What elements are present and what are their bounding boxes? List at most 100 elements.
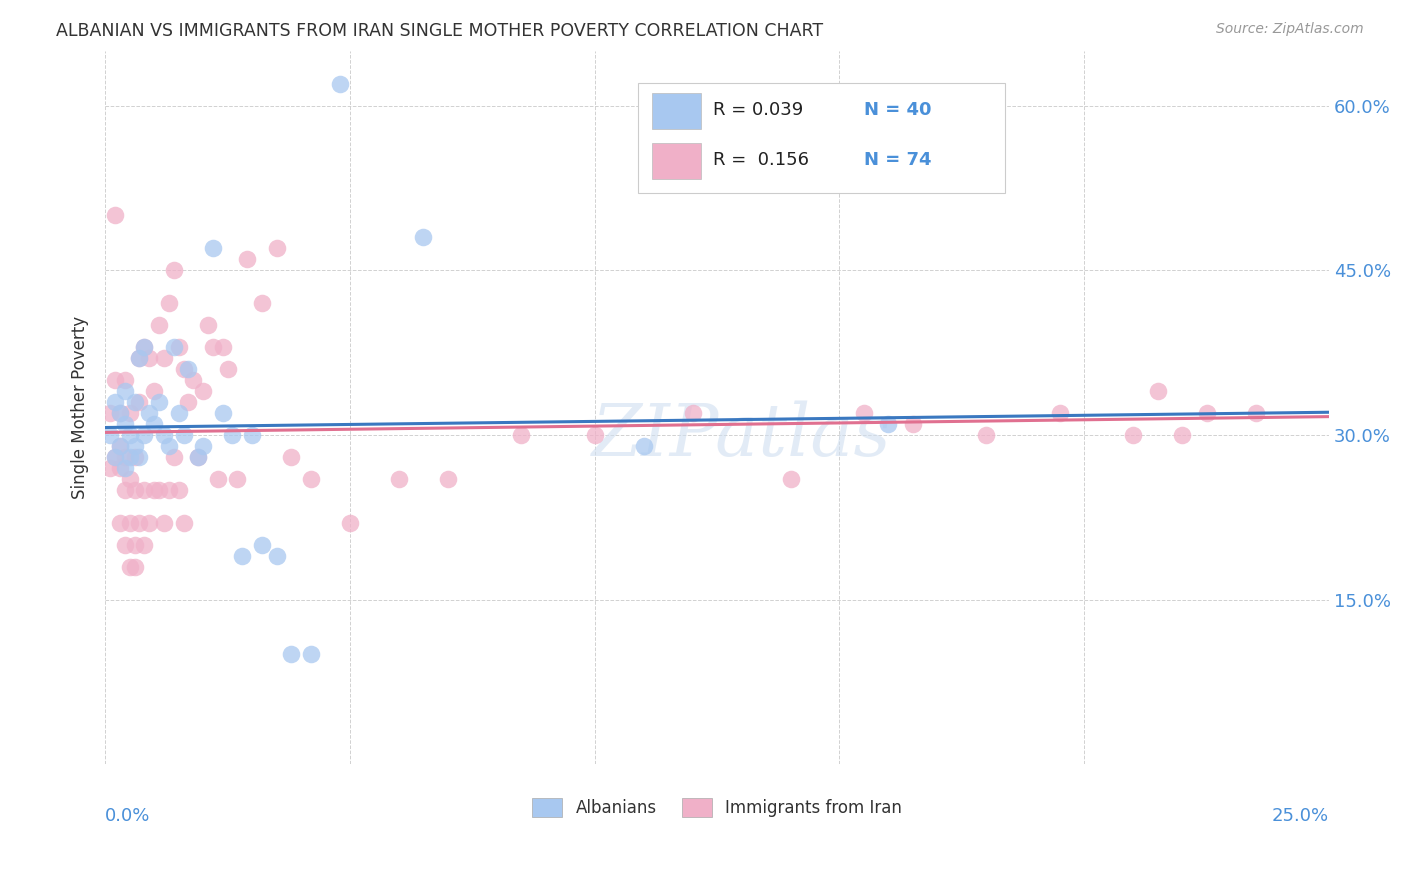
Text: N = 74: N = 74 [863, 151, 931, 169]
Point [877, 417, 900, 431]
Point [388, 472, 411, 486]
Point [138, 351, 160, 365]
Point [134, 340, 156, 354]
Text: N = 40: N = 40 [863, 101, 931, 119]
Point [128, 516, 150, 530]
Point [226, 472, 249, 486]
Point [118, 516, 141, 530]
Point [1146, 384, 1168, 398]
Point [177, 395, 200, 409]
Point [128, 351, 150, 365]
Point [118, 428, 141, 442]
Point [633, 439, 655, 453]
Point [157, 296, 180, 310]
Point [134, 428, 156, 442]
Text: 0.0%: 0.0% [105, 807, 150, 825]
Point [98, 428, 121, 442]
Point [153, 351, 176, 365]
Point [114, 373, 136, 387]
Point [211, 340, 233, 354]
Point [266, 549, 288, 563]
Text: R = 0.039: R = 0.039 [713, 101, 804, 119]
Point [187, 450, 209, 464]
FancyBboxPatch shape [652, 94, 702, 129]
Point [339, 516, 361, 530]
Point [299, 648, 322, 662]
Point [148, 395, 170, 409]
Legend: Albanians, Immigrants from Iran: Albanians, Immigrants from Iran [526, 791, 908, 823]
Point [128, 351, 150, 365]
Point [1244, 406, 1267, 420]
Text: R =  0.156: R = 0.156 [713, 151, 810, 169]
Point [138, 516, 160, 530]
Point [153, 516, 176, 530]
Point [104, 450, 127, 464]
Point [280, 450, 302, 464]
Point [138, 406, 160, 420]
Point [299, 472, 322, 486]
Point [108, 406, 131, 420]
Point [98, 461, 121, 475]
Point [1171, 428, 1194, 442]
Point [163, 450, 186, 464]
Point [124, 483, 146, 497]
Point [114, 538, 136, 552]
Point [976, 428, 998, 442]
Point [118, 406, 141, 420]
Point [1195, 406, 1218, 420]
Point [134, 340, 156, 354]
Point [108, 439, 131, 453]
Point [118, 472, 141, 486]
Point [143, 417, 166, 431]
Point [207, 472, 229, 486]
Point [114, 450, 136, 464]
Point [236, 252, 259, 267]
Point [583, 428, 606, 442]
Point [118, 450, 141, 464]
Point [901, 417, 924, 431]
Point [104, 395, 127, 409]
Point [114, 483, 136, 497]
Point [114, 384, 136, 398]
Point [191, 384, 214, 398]
Point [173, 516, 195, 530]
Point [167, 483, 190, 497]
Point [217, 362, 239, 376]
Text: ZIPatlas: ZIPatlas [592, 401, 891, 471]
Point [231, 549, 253, 563]
FancyBboxPatch shape [652, 144, 702, 179]
FancyBboxPatch shape [637, 83, 1005, 194]
Text: ALBANIAN VS IMMIGRANTS FROM IRAN SINGLE MOTHER POVERTY CORRELATION CHART: ALBANIAN VS IMMIGRANTS FROM IRAN SINGLE … [56, 22, 824, 40]
Point [163, 340, 186, 354]
Point [197, 318, 219, 333]
Point [108, 439, 131, 453]
Point [124, 559, 146, 574]
Point [118, 559, 141, 574]
Point [173, 362, 195, 376]
Point [183, 373, 205, 387]
Point [250, 538, 273, 552]
Y-axis label: Single Mother Poverty: Single Mother Poverty [72, 316, 89, 499]
Point [280, 648, 302, 662]
Point [187, 450, 209, 464]
Point [177, 362, 200, 376]
Point [201, 241, 224, 255]
Point [124, 450, 146, 464]
Point [201, 340, 224, 354]
Point [437, 472, 460, 486]
Point [124, 439, 146, 453]
Point [134, 538, 156, 552]
Point [108, 406, 131, 420]
Point [510, 428, 533, 442]
Point [153, 428, 176, 442]
Point [157, 439, 180, 453]
Point [163, 263, 186, 277]
Point [211, 406, 233, 420]
Point [157, 483, 180, 497]
Point [128, 395, 150, 409]
Point [104, 450, 127, 464]
Point [779, 472, 801, 486]
Point [128, 450, 150, 464]
Point [124, 395, 146, 409]
Point [1049, 406, 1071, 420]
